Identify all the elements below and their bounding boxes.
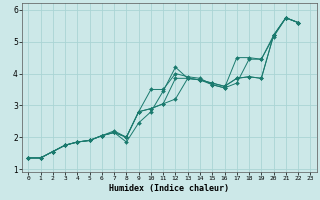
X-axis label: Humidex (Indice chaleur): Humidex (Indice chaleur) xyxy=(109,184,229,193)
